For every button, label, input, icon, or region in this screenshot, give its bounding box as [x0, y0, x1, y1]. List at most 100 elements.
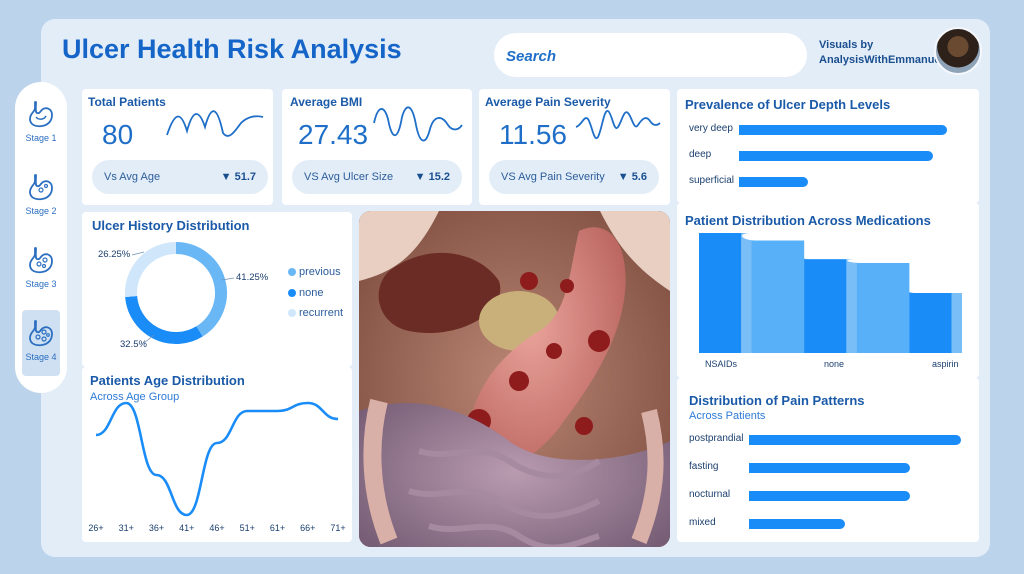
x-tick-label: 51+: [240, 523, 255, 533]
legend-label: previous: [299, 266, 341, 278]
kpi-title: Total Patients: [88, 95, 166, 109]
chart-title: Patient Distribution Across Medications: [685, 213, 931, 228]
sparkline: [575, 110, 661, 140]
x-tick-label: 41+: [179, 523, 194, 533]
ulcer-history-card: Ulcer History Distribution 41.25% 32.5% …: [82, 212, 352, 367]
bar[interactable]: [739, 151, 934, 161]
kpi-title: Average BMI: [290, 95, 363, 109]
chart-title: Distribution of Pain Patterns: [689, 393, 865, 408]
x-tick-label: NSAIDs: [705, 359, 738, 369]
ulcer-history-donut: [125, 242, 235, 344]
kpi-card-total-patients: Total Patients 80 Vs Avg Age ▼ 51.7: [82, 89, 273, 205]
kpi-compare-label: Vs Avg Age: [104, 171, 161, 183]
bar[interactable]: [749, 435, 961, 445]
bar[interactable]: [739, 125, 947, 135]
sparkline: [166, 110, 264, 137]
kpi-delta: ▼ 15.2: [414, 171, 450, 183]
sidebar-item-label: Stage 4: [25, 352, 57, 362]
pain-patterns-card: Distribution of Pain Patterns Across Pat…: [677, 378, 979, 542]
bar-label: superficial: [689, 175, 735, 186]
x-tick-label: 66+: [300, 523, 315, 533]
credit-line-1: Visuals by: [819, 39, 874, 51]
kpi-comparison: Vs Avg Age ▼ 51.7: [92, 160, 268, 194]
pct-label-recurrent: 26.25%: [98, 249, 131, 260]
credit-line-2: AnalysisWithEmmanuel: [819, 54, 944, 66]
bar[interactable]: [749, 463, 910, 473]
x-tick-label: 71+: [330, 523, 345, 533]
bar[interactable]: [749, 491, 910, 501]
age-distribution-card: Patients Age Distribution Across Age Gro…: [82, 367, 352, 542]
page-title: Ulcer Health Risk Analysis: [62, 34, 402, 64]
kpi-compare-label: VS Avg Ulcer Size: [304, 171, 394, 183]
kpi-comparison: VS Avg Pain Severity ▼ 5.6: [489, 160, 659, 194]
kpi-title: Average Pain Severity: [485, 95, 611, 109]
medication-bar[interactable]: [699, 233, 742, 353]
x-tick-label: 46+: [209, 523, 224, 533]
sidebar-item-stage-3[interactable]: Stage 3: [22, 237, 60, 303]
x-tick-label: 26+: [88, 523, 103, 533]
age-series-line[interactable]: [95, 401, 339, 517]
bar-label: nocturnal: [689, 489, 731, 500]
medication-bar[interactable]: [909, 293, 952, 353]
stomach-icon: [29, 247, 53, 274]
stage-sidebar: Stage 1 Stage 2 Stage 3 Stage 4: [15, 82, 67, 393]
sparkline: [373, 106, 463, 142]
search-input[interactable]: Search: [494, 33, 807, 77]
donut-slice[interactable]: [175, 242, 227, 337]
medications-area-chart: [699, 233, 962, 354]
kpi-comparison: VS Avg Ulcer Size ▼ 15.2: [292, 160, 462, 194]
kpi-value: 27.43: [298, 119, 369, 150]
legend-item-none[interactable]: none: [288, 287, 323, 299]
medication-bar[interactable]: [856, 263, 910, 353]
legend-item-previous[interactable]: previous: [288, 266, 341, 278]
credit-text: Visuals by AnalysisWithEmmanuel: [819, 38, 944, 68]
pct-label-none: 32.5%: [120, 339, 147, 350]
leader-line: [143, 334, 155, 344]
leader-line: [131, 251, 145, 256]
kpi-value: 80: [102, 119, 134, 150]
kpi-delta: ▼ 5.6: [617, 171, 647, 183]
chart-title: Ulcer History Distribution: [92, 218, 250, 233]
legend-item-recurrent[interactable]: recurrent: [288, 307, 343, 319]
kpi-delta: ▼ 51.7: [220, 171, 256, 183]
anatomy-illustration: [359, 211, 670, 547]
x-tick-label: aspirin: [932, 359, 959, 369]
kpi-card-average-pain-severity: Average Pain Severity 11.56 VS Avg Pain …: [479, 89, 670, 205]
bar-label: fasting: [689, 461, 719, 472]
chart-subtitle: Across Patients: [689, 410, 766, 422]
kpi-compare-label: VS Avg Pain Severity: [501, 171, 605, 183]
bar-label: mixed: [689, 517, 716, 528]
sidebar-item-stage-2[interactable]: Stage 2: [22, 164, 60, 230]
medication-bar[interactable]: [804, 259, 847, 353]
donut-slice[interactable]: [125, 295, 203, 344]
legend-label: none: [299, 287, 324, 299]
stomach-icon: [29, 320, 53, 347]
ulcer-depth-card: Prevalence of Ulcer Depth Levels very de…: [677, 89, 979, 203]
stomach-icon: [29, 174, 53, 201]
pct-label-previous: 41.25%: [236, 272, 269, 283]
kpi-value: 11.56: [499, 119, 567, 150]
legend-label: recurrent: [299, 307, 344, 319]
bar-label: deep: [689, 149, 712, 160]
stomach-icon: [29, 101, 53, 128]
sidebar-item-stage-4[interactable]: Stage 4: [22, 310, 60, 376]
chart-title: Prevalence of Ulcer Depth Levels: [685, 97, 891, 112]
legend-dot: [288, 309, 296, 318]
chart-title: Patients Age Distribution: [90, 373, 245, 388]
bar-label: very deep: [689, 123, 733, 134]
leader-line: [221, 277, 235, 281]
x-tick-label: 36+: [149, 523, 164, 533]
sidebar-item-label: Stage 2: [25, 206, 57, 216]
donut-slice[interactable]: [125, 242, 177, 297]
sidebar-item-label: Stage 1: [25, 133, 57, 143]
legend-dot: [288, 268, 296, 277]
sidebar-item-label: Stage 3: [25, 279, 57, 289]
medication-bar[interactable]: [751, 240, 805, 354]
x-tick-label: none: [824, 359, 845, 369]
x-tick-label: 61+: [270, 523, 285, 533]
bar[interactable]: [749, 519, 846, 529]
sidebar-item-stage-1[interactable]: Stage 1: [22, 91, 60, 157]
bar[interactable]: [739, 177, 809, 187]
stomach-ulcer-illustration: [359, 211, 670, 547]
medications-card: Patient Distribution Across Medications …: [677, 203, 979, 378]
